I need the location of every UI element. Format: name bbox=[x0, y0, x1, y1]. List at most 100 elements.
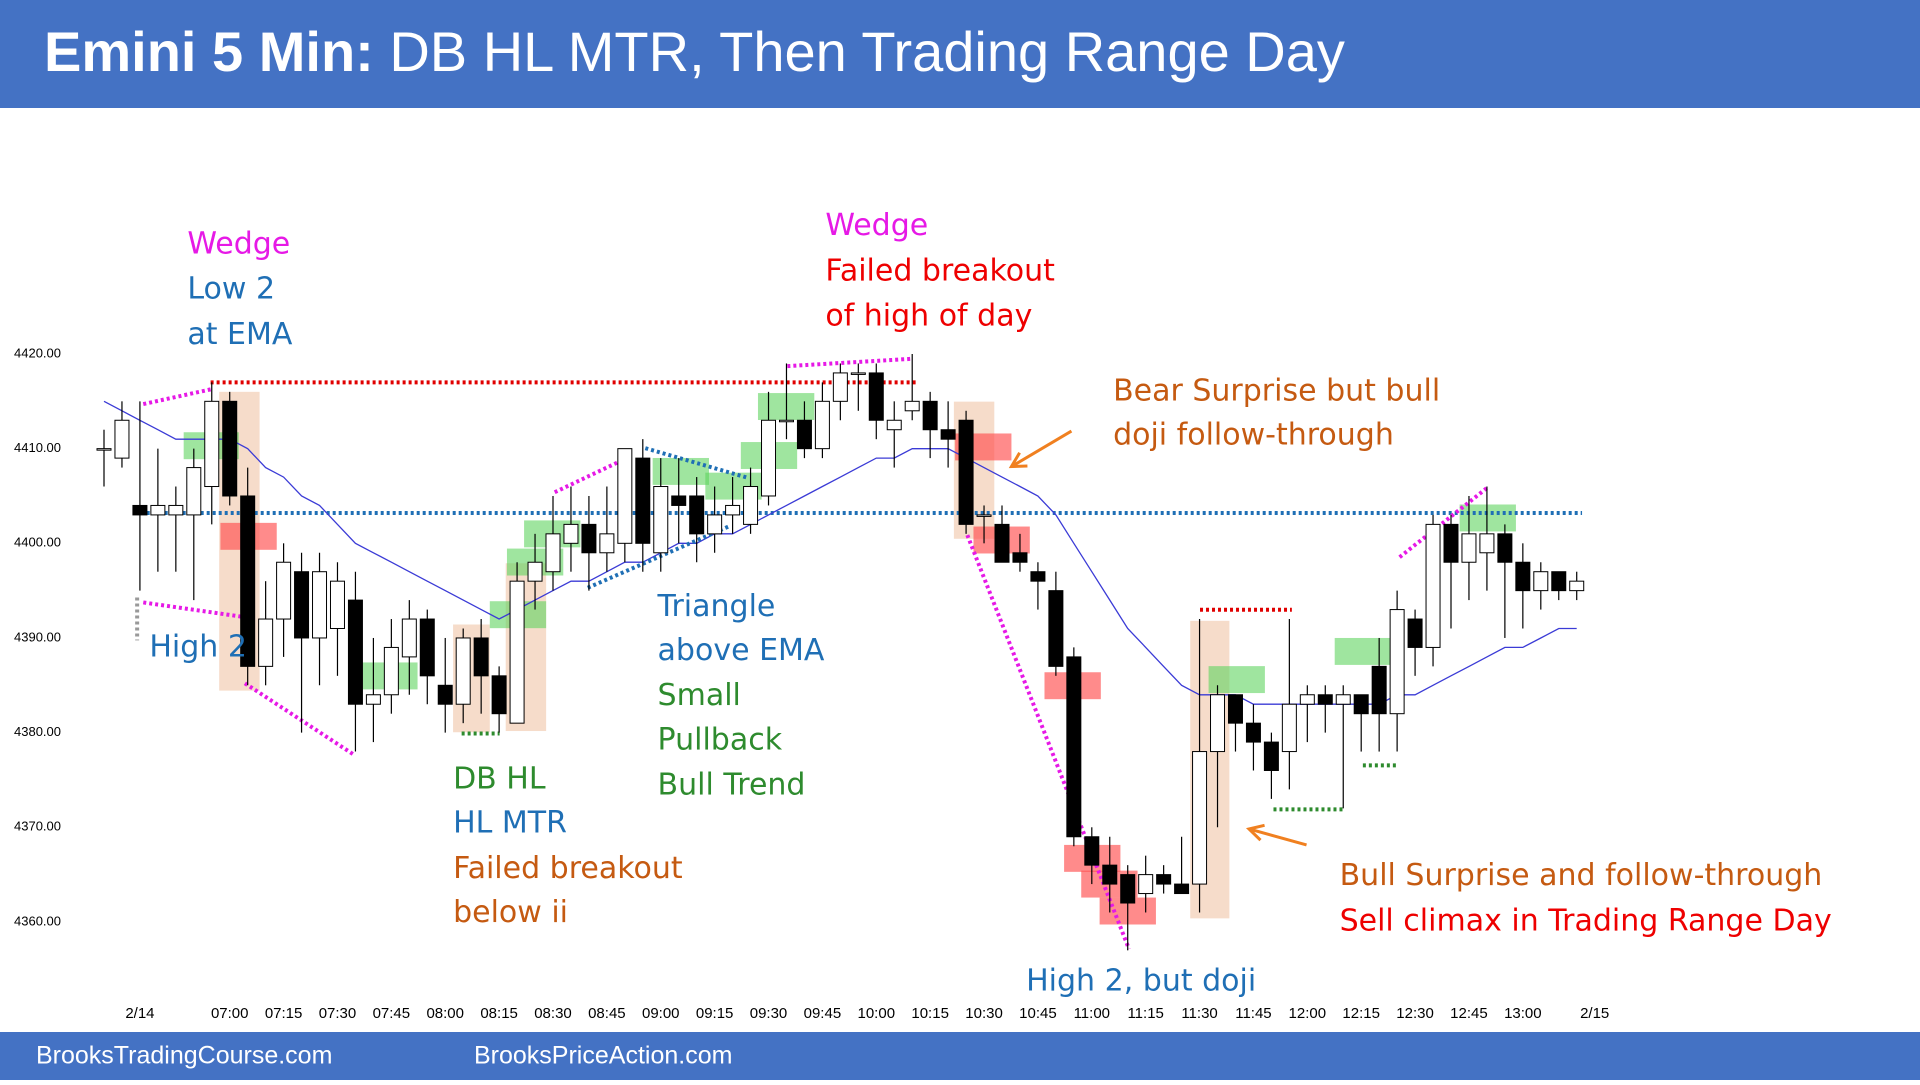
candle-body bbox=[312, 571, 328, 639]
candle-body bbox=[347, 599, 363, 705]
candle-body bbox=[653, 486, 669, 554]
candle-body bbox=[276, 561, 292, 620]
subtitle: DB HL MTR, Then Trading Range Day bbox=[389, 20, 1345, 83]
candle-body bbox=[940, 429, 956, 440]
candle-body bbox=[1533, 571, 1549, 592]
x-tick-label: 09:15 bbox=[696, 1005, 734, 1022]
footer-text: BrooksTradingCourse.com bbox=[36, 1042, 332, 1070]
annotation: below ii bbox=[453, 895, 568, 930]
candle-body bbox=[419, 618, 435, 677]
x-tick-label: 11:45 bbox=[1235, 1005, 1271, 1022]
candle-body bbox=[976, 514, 992, 517]
candle-body bbox=[150, 504, 166, 516]
candle-body bbox=[1066, 656, 1082, 838]
candle-body bbox=[1497, 533, 1513, 563]
candle-body bbox=[689, 495, 705, 535]
candle-body bbox=[922, 400, 938, 431]
x-tick-label: 11:30 bbox=[1181, 1005, 1217, 1022]
x-tick-label: 08:45 bbox=[588, 1005, 626, 1022]
annotation: HL MTR bbox=[453, 806, 567, 841]
x-tick-label: 2/14 bbox=[125, 1005, 154, 1022]
candle-body bbox=[114, 419, 130, 459]
pattern-line bbox=[553, 457, 626, 495]
x-tick-label: 09:00 bbox=[642, 1005, 680, 1022]
candle-body bbox=[1245, 722, 1261, 743]
pattern-line bbox=[965, 534, 1131, 950]
candle-body bbox=[814, 400, 830, 450]
pattern-line bbox=[243, 681, 357, 758]
pattern-line bbox=[1398, 485, 1490, 559]
candle-body bbox=[132, 504, 148, 516]
candle-body bbox=[1443, 523, 1459, 563]
arrow-head bbox=[1245, 823, 1265, 842]
candle-body bbox=[725, 504, 741, 516]
candle-body bbox=[240, 495, 256, 667]
candle-body bbox=[1048, 590, 1064, 667]
candle-body bbox=[1335, 694, 1351, 705]
candle-body bbox=[707, 514, 723, 535]
candle-body bbox=[491, 675, 507, 715]
candle-body bbox=[96, 448, 112, 451]
x-tick-label: 12:15 bbox=[1342, 1005, 1380, 1022]
y-tick-label: 4360.00 bbox=[14, 913, 61, 928]
candle-body bbox=[796, 419, 812, 450]
candle-body bbox=[1317, 694, 1333, 705]
annotation: High 2, but doji bbox=[1026, 964, 1256, 999]
footer-text: BrooksPriceAction.com bbox=[474, 1042, 732, 1070]
candle-body bbox=[1425, 523, 1441, 648]
annotation: Pullback bbox=[658, 722, 783, 757]
x-tick-label: 09:45 bbox=[804, 1005, 842, 1022]
annotation: Wedge bbox=[187, 226, 290, 261]
plot: 4360.00 4370.00 4380.00 4390.00 4400.00 4410.… bbox=[14, 208, 1832, 1022]
annotation: Bear Surprise but bull bbox=[1113, 373, 1440, 408]
candle-body bbox=[294, 571, 310, 639]
x-tick-label: 11:15 bbox=[1127, 1005, 1163, 1022]
candle-body bbox=[778, 419, 794, 423]
candle-body bbox=[1461, 533, 1477, 563]
candle-body bbox=[1299, 694, 1315, 705]
candle-body bbox=[1138, 874, 1154, 895]
annotation: Sell climax in Trading Range Day bbox=[1340, 904, 1832, 939]
candle-body bbox=[743, 486, 759, 525]
candle-body bbox=[1210, 694, 1226, 753]
candle-body bbox=[527, 561, 543, 582]
candle-body bbox=[1281, 703, 1297, 753]
candle-body bbox=[168, 504, 184, 516]
candle-body bbox=[671, 495, 687, 506]
x-tick-label: 07:15 bbox=[265, 1005, 303, 1022]
candle-body bbox=[329, 580, 345, 630]
candle-body bbox=[958, 419, 974, 525]
annotation: Bull Surprise and follow-through bbox=[1340, 858, 1823, 893]
y-tick-label: 4380.00 bbox=[14, 724, 61, 739]
candle-body bbox=[886, 419, 902, 431]
header-title: Emini 5 Min: DB HL MTR, Then Trading Ran… bbox=[44, 20, 1345, 83]
candle-body bbox=[1192, 751, 1208, 885]
footer-bar bbox=[0, 1032, 1920, 1080]
annotation: Failed breakout bbox=[825, 253, 1055, 288]
candle-body bbox=[455, 637, 471, 705]
pattern-line bbox=[586, 524, 730, 590]
candle-body bbox=[437, 684, 453, 705]
x-tick-label: 08:15 bbox=[480, 1005, 518, 1022]
candle-body bbox=[1120, 874, 1136, 904]
candle-body bbox=[850, 372, 866, 375]
x-tick-label: 08:00 bbox=[426, 1005, 464, 1022]
candle-body bbox=[563, 523, 579, 544]
annotation: DB HL bbox=[453, 762, 546, 797]
arrow-head bbox=[1008, 452, 1028, 469]
x-tick-label: 12:45 bbox=[1450, 1005, 1488, 1022]
candle-body bbox=[1084, 836, 1100, 866]
candle-body bbox=[545, 533, 561, 573]
candle-body bbox=[832, 372, 848, 402]
x-tick-label: 2/15 bbox=[1580, 1005, 1609, 1022]
candle-body bbox=[1551, 571, 1567, 592]
x-tick-label: 12:30 bbox=[1396, 1005, 1434, 1022]
candle-body bbox=[581, 523, 597, 554]
candle-body bbox=[1515, 561, 1531, 592]
x-tick-label: 10:45 bbox=[1019, 1005, 1057, 1022]
annotation: Low 2 bbox=[187, 272, 275, 307]
x-tick-label: 10:00 bbox=[858, 1005, 896, 1022]
x-tick-label: 08:30 bbox=[534, 1005, 572, 1022]
x-tick-label: 07:00 bbox=[211, 1005, 249, 1022]
